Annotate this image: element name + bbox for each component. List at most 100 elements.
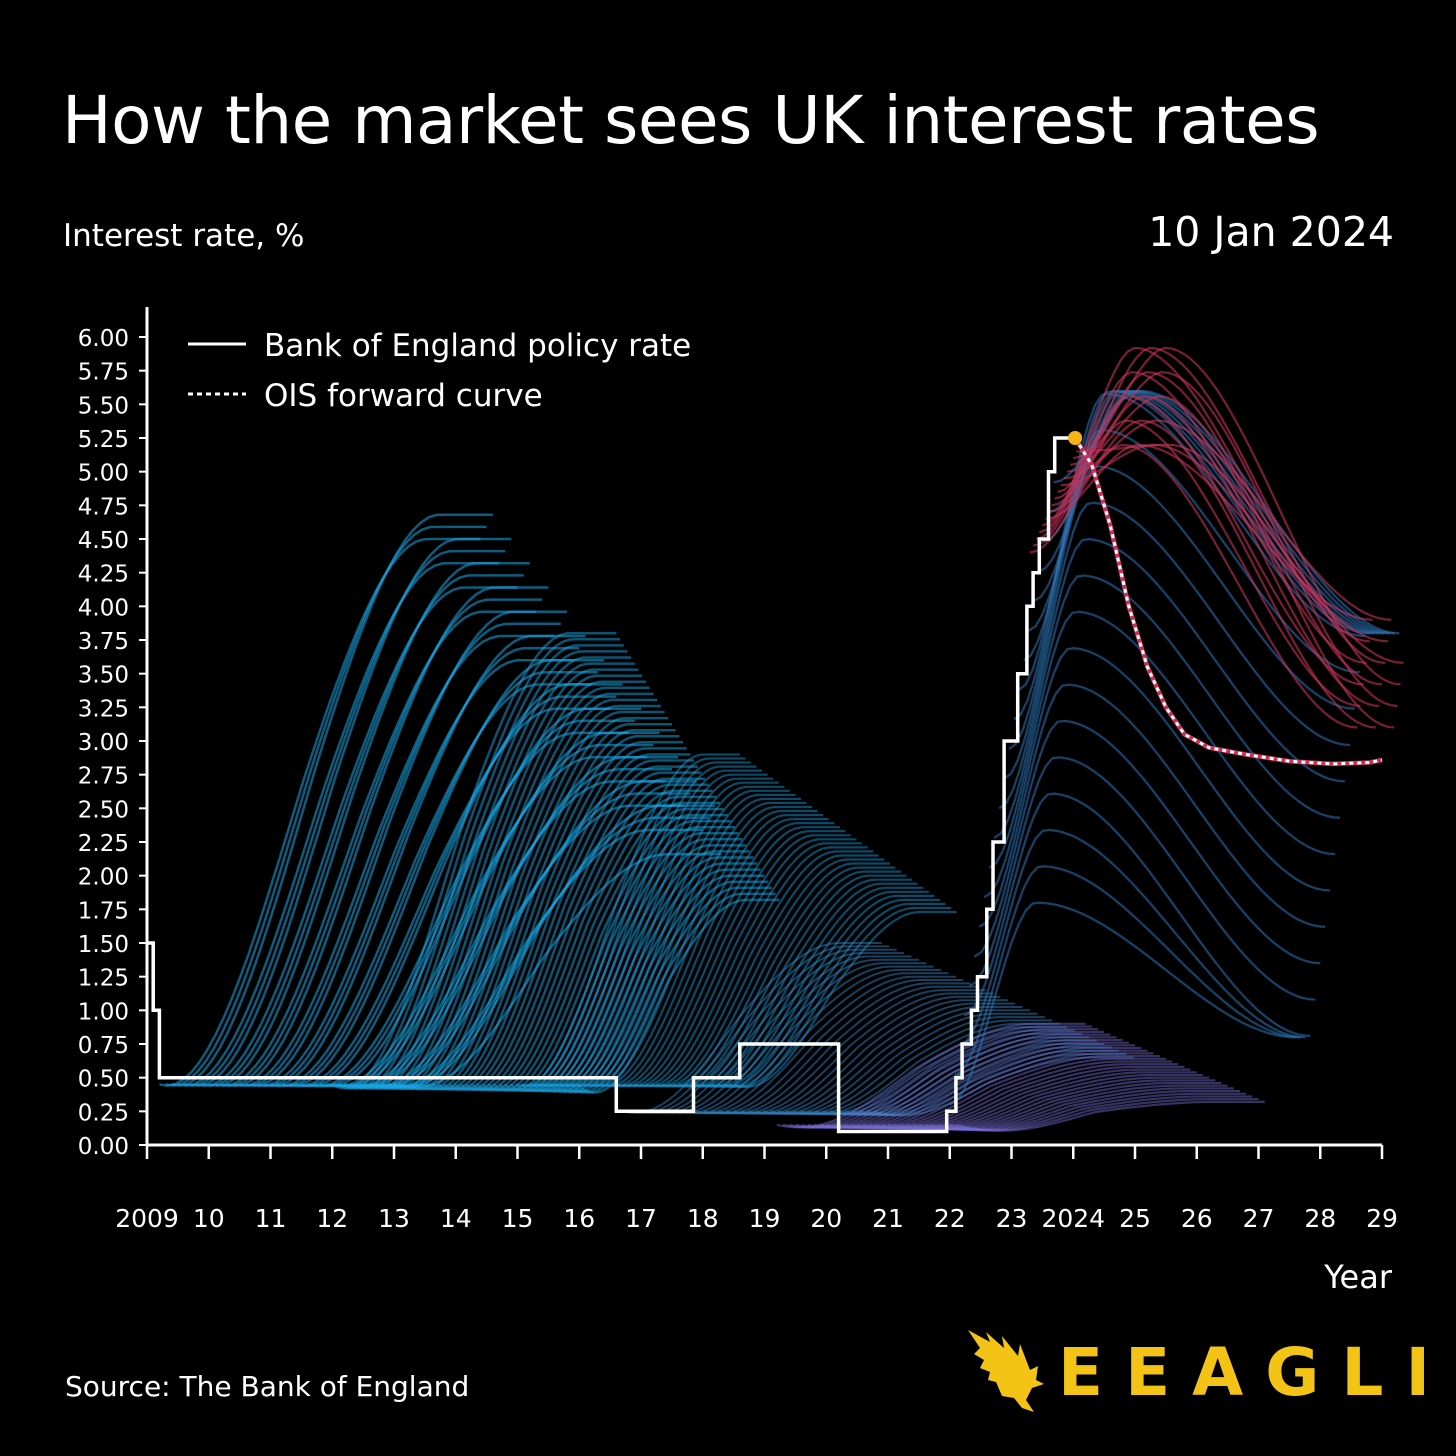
forward-curve xyxy=(667,862,890,1088)
forward-curve xyxy=(628,834,851,1088)
forward-curve xyxy=(342,644,624,1090)
forward-curve xyxy=(1060,443,1389,643)
forward-curve xyxy=(659,958,919,1115)
forward-curve xyxy=(617,826,840,1088)
forward-curve xyxy=(777,1012,1038,1116)
forward-curve xyxy=(177,561,499,1087)
y-tick-label: 1.00 xyxy=(78,999,129,1025)
y-tick-label: 2.00 xyxy=(78,865,129,891)
x-tick-label: 15 xyxy=(502,1204,534,1233)
forward-curve xyxy=(214,610,536,1088)
forward-curve xyxy=(689,878,913,1088)
forward-curve xyxy=(694,882,918,1088)
y-tick-label: 3.50 xyxy=(78,663,129,689)
forward-curve xyxy=(1003,501,1350,780)
x-tick-label: 2009 xyxy=(115,1204,179,1233)
forward-curve xyxy=(233,634,555,1088)
forward-curve xyxy=(365,668,639,1091)
forward-curve xyxy=(681,968,942,1115)
forward-curve xyxy=(190,537,512,1087)
forward-curve xyxy=(930,1090,1240,1132)
forward-curve xyxy=(572,793,796,1088)
forward-curve xyxy=(964,792,1311,1038)
forward-curve xyxy=(651,955,912,1115)
forward-curve xyxy=(1069,370,1398,708)
forward-curve xyxy=(398,704,661,1091)
forward-curve xyxy=(307,731,629,1088)
forward-curve xyxy=(924,1087,1234,1131)
forward-curve xyxy=(869,1063,1179,1130)
forward-curve xyxy=(370,674,643,1091)
forward-curve xyxy=(392,698,658,1091)
forward-curve xyxy=(257,646,580,1088)
forward-curve xyxy=(826,1044,1135,1130)
forward-curve xyxy=(829,1036,1090,1116)
forward-curve xyxy=(531,850,750,1093)
forward-curve xyxy=(725,989,986,1115)
forward-curve xyxy=(859,1049,1119,1117)
forward-curve xyxy=(988,610,1336,869)
forward-curve xyxy=(487,801,720,1092)
forward-curve xyxy=(1057,346,1386,664)
forward-curve xyxy=(1076,443,1404,664)
forward-curve xyxy=(711,894,935,1088)
forward-curve xyxy=(949,901,1296,1106)
forward-curve xyxy=(576,898,780,1094)
forward-curve xyxy=(795,1030,1105,1129)
x-axis-label: Year xyxy=(1324,1258,1392,1296)
forward-curve xyxy=(792,1019,1053,1116)
forward-curve xyxy=(448,759,695,1091)
eagle-icon xyxy=(968,1330,1044,1412)
y-tick-label: 4.50 xyxy=(78,528,129,554)
forward-curve xyxy=(672,866,896,1088)
forward-curve xyxy=(711,982,971,1115)
forward-curve xyxy=(353,656,632,1090)
forward-curve xyxy=(973,719,1321,965)
y-tick-label: 0.50 xyxy=(78,1067,129,1093)
forward-curve xyxy=(227,586,549,1088)
forward-curve xyxy=(622,942,882,1115)
forward-curve xyxy=(1066,395,1395,729)
forward-curve xyxy=(683,874,907,1088)
forward-curve xyxy=(517,753,740,1087)
brand-logo: EEAGLI xyxy=(960,1322,1430,1422)
forward-curve xyxy=(1073,346,1401,686)
forward-curve xyxy=(559,880,769,1094)
forward-curve xyxy=(459,771,702,1092)
forward-curve xyxy=(1008,465,1355,751)
forward-curves xyxy=(159,346,1404,1132)
forward-curve xyxy=(542,862,758,1093)
forward-curve xyxy=(800,1022,1060,1116)
x-tick-label: 16 xyxy=(563,1204,595,1233)
forward-curve xyxy=(171,513,493,1087)
forward-curve xyxy=(528,761,751,1087)
forward-curve xyxy=(850,1055,1160,1130)
legend-policy-label: Bank of England policy rate xyxy=(264,328,691,364)
policy-rate-line xyxy=(147,436,1076,1134)
forward-curve xyxy=(874,1056,1134,1117)
x-tick-label: 25 xyxy=(1119,1204,1151,1233)
forward-curve xyxy=(918,1084,1228,1131)
forward-curve xyxy=(674,965,934,1115)
forward-curve xyxy=(955,1100,1265,1132)
forward-curve xyxy=(832,1046,1142,1130)
x-tick-label: 13 xyxy=(378,1204,410,1233)
forward-curve xyxy=(431,741,683,1091)
y-tick-label: 3.25 xyxy=(78,696,129,722)
y-tick-label: 6.00 xyxy=(78,326,129,352)
forward-curve xyxy=(837,1039,1097,1116)
y-tick-label: 5.50 xyxy=(78,393,129,419)
y-axis-label: Interest rate, % xyxy=(63,218,305,254)
forward-curve xyxy=(276,671,598,1088)
forward-curve xyxy=(611,822,835,1088)
forward-curve xyxy=(331,632,617,1090)
forward-curve xyxy=(264,634,586,1088)
y-tick-label: 0.00 xyxy=(78,1134,129,1160)
forward-curve xyxy=(943,1095,1253,1132)
x-tick-label: 14 xyxy=(440,1204,472,1233)
forward-curve xyxy=(589,805,812,1087)
forward-curve xyxy=(819,1041,1129,1130)
forward-curve xyxy=(332,743,654,1088)
forward-curve xyxy=(556,781,779,1088)
forward-curve xyxy=(567,789,790,1088)
